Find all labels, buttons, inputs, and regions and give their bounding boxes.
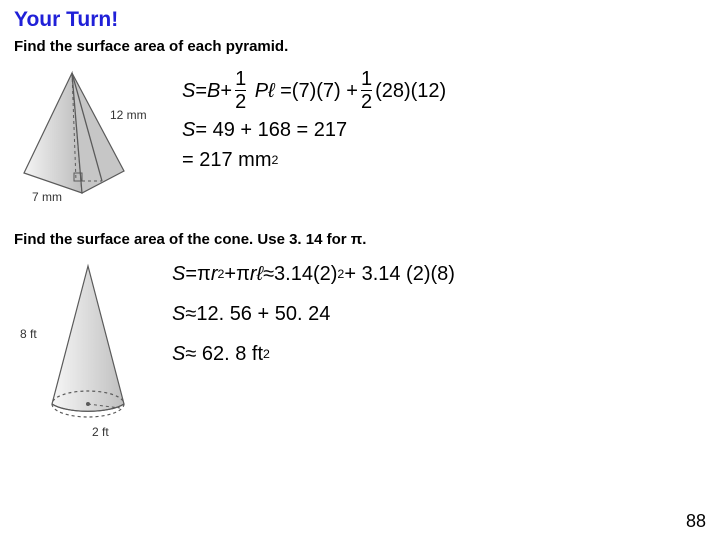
prompt-1: Find the surface area of each pyramid. (14, 38, 706, 55)
cone-radius-label: 2 ft (92, 425, 109, 439)
pyramid-slant-label: 12 mm (110, 108, 147, 122)
pyramid-equations: S = B + 1 2 P ℓ =(7)(7) + 1 2 (28)(12) S… (182, 63, 446, 178)
page-number: 88 (686, 511, 706, 532)
pyramid-base-label: 7 mm (32, 190, 62, 203)
cone-eq-3: S ≈ 62. 8 ft2 (172, 342, 455, 366)
prompt-2: Find the surface area of the cone. Use 3… (14, 231, 706, 248)
cone-figure: 8 ft 2 ft (14, 256, 154, 445)
pyramid-figure: 12 mm 7 mm (14, 63, 164, 207)
half-fraction: 1 2 (235, 69, 246, 112)
pyramid-section: 12 mm 7 mm S = B + 1 2 P ℓ =(7)(7) + 1 2… (14, 63, 706, 207)
page-title: Your Turn! (14, 8, 706, 32)
cone-eq-2: S ≈ 12. 56 + 50. 24 (172, 302, 455, 326)
pyramid-eq-3: = 217 mm2 (182, 148, 446, 172)
cone-eq-1: S = π r2 + π r ℓ ≈ 3.14(2)2 + 3.14 (2)(8… (172, 262, 455, 286)
pyramid-eq-2: S = 49 + 168 = 217 (182, 118, 446, 142)
cone-slant-label: 8 ft (20, 327, 37, 341)
cone-section: 8 ft 2 ft S = π r2 + π r ℓ ≈ 3.14(2)2 + … (14, 256, 706, 445)
pyramid-eq-1: S = B + 1 2 P ℓ =(7)(7) + 1 2 (28)(12) (182, 69, 446, 112)
half-fraction: 1 2 (361, 69, 372, 112)
cone-equations: S = π r2 + π r ℓ ≈ 3.14(2)2 + 3.14 (2)(8… (172, 256, 455, 372)
